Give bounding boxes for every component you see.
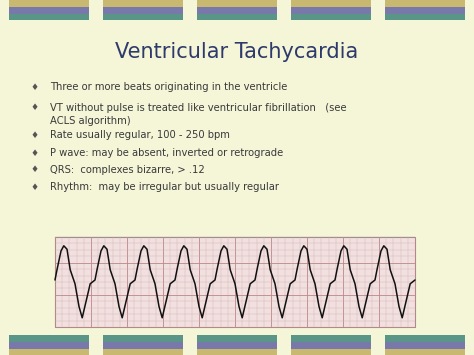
Text: ♦: ♦ — [31, 82, 39, 92]
Bar — [385, 342, 465, 349]
Text: ♦: ♦ — [31, 182, 39, 191]
Text: ♦: ♦ — [31, 131, 39, 140]
Text: P wave: may be absent, inverted or retrograde: P wave: may be absent, inverted or retro… — [50, 148, 283, 158]
Text: ♦: ♦ — [31, 148, 39, 158]
Bar — [103, 342, 183, 349]
Text: ♦: ♦ — [31, 104, 39, 113]
Bar — [9, 349, 89, 355]
Text: Rate usually regular, 100 - 250 bpm: Rate usually regular, 100 - 250 bpm — [50, 130, 230, 140]
Text: ACLS algorithm): ACLS algorithm) — [50, 116, 131, 126]
Bar — [291, 335, 371, 342]
Bar — [9, 0, 89, 7]
Text: QRS:  complexes bizarre, > .12: QRS: complexes bizarre, > .12 — [50, 165, 205, 175]
Text: ♦: ♦ — [31, 165, 39, 175]
Bar — [197, 0, 277, 7]
Bar — [9, 342, 89, 349]
Bar — [9, 335, 89, 342]
Bar — [103, 335, 183, 342]
Bar — [291, 349, 371, 355]
Bar — [103, 7, 183, 14]
Bar — [9, 14, 89, 20]
Bar — [385, 14, 465, 20]
Bar — [291, 14, 371, 20]
Bar — [197, 7, 277, 14]
Bar — [197, 349, 277, 355]
Text: VT without pulse is treated like ventricular fibrillation   (see: VT without pulse is treated like ventric… — [50, 103, 346, 113]
Bar — [197, 342, 277, 349]
Text: Rhythm:  may be irregular but usually regular: Rhythm: may be irregular but usually reg… — [50, 182, 279, 192]
Bar — [197, 335, 277, 342]
Bar — [385, 0, 465, 7]
Bar — [197, 14, 277, 20]
Bar — [291, 0, 371, 7]
Bar — [103, 14, 183, 20]
Text: Ventricular Tachycardia: Ventricular Tachycardia — [115, 42, 359, 62]
Bar — [385, 7, 465, 14]
Bar — [55, 237, 415, 327]
Bar — [385, 335, 465, 342]
Bar — [385, 349, 465, 355]
Text: Three or more beats originating in the ventricle: Three or more beats originating in the v… — [50, 82, 287, 92]
Bar — [291, 342, 371, 349]
Bar — [291, 7, 371, 14]
Bar — [103, 0, 183, 7]
Bar — [103, 349, 183, 355]
Bar — [9, 7, 89, 14]
